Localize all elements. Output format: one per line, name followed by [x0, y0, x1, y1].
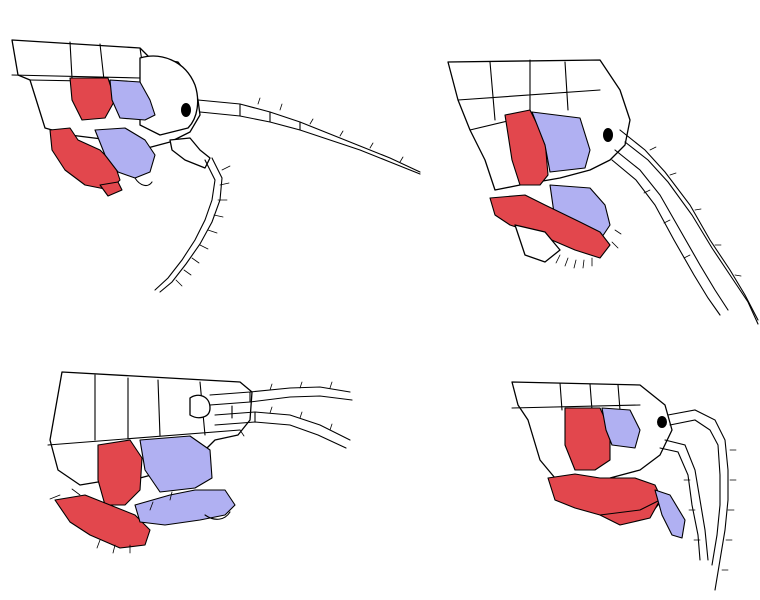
blue-dactyl: [134, 177, 153, 187]
blue-coxal-plate: [139, 435, 213, 493]
segment-lines: [511, 382, 641, 411]
blue-gnathopod: [94, 127, 156, 179]
setae: [49, 488, 173, 554]
antenna-upper-edge: [669, 419, 721, 566]
red-coxal-plate: [564, 407, 611, 471]
blue-coxal-plate: [601, 407, 641, 449]
red-gnathopod: [54, 494, 151, 549]
red-coxal-plate: [504, 109, 549, 186]
antenna-setae: [643, 146, 742, 277]
antenna-upper-joints: [239, 103, 301, 131]
specimen-top-right: [447, 59, 759, 325]
specimen-bottom-right: [511, 381, 737, 591]
red-dactyl: [99, 181, 123, 197]
head-lobe: [189, 394, 211, 419]
antenna-upper-edge: [624, 141, 759, 325]
red-coxal-plate: [69, 77, 116, 121]
blue-gnathopod: [134, 489, 236, 526]
antenna-lower: [664, 439, 709, 561]
antenna-setae: [683, 449, 737, 571]
antenna-lower: [614, 149, 729, 311]
antenna-upper: [619, 129, 759, 321]
antenna-setae: [239, 381, 333, 437]
antenna-lower-edge: [611, 159, 721, 316]
eye: [603, 128, 613, 142]
setae: [555, 229, 622, 269]
segment-lines: [47, 374, 241, 446]
red-coxal-plate: [97, 439, 143, 506]
antenna-upper: [197, 99, 421, 173]
specimen-bottom-left: [47, 371, 353, 554]
antenna-joints: [231, 391, 256, 423]
antenna-upper-lower-edge: [199, 111, 421, 175]
antenna-base: [169, 137, 211, 169]
specimen-top-left: [11, 39, 421, 293]
eye: [181, 103, 191, 117]
antenna-upper: [209, 386, 351, 396]
antenna-upper-edge: [209, 395, 353, 406]
antenna-lower-edge: [159, 157, 223, 293]
head: [139, 55, 199, 136]
segment-lines: [457, 59, 601, 131]
red-gnathopod: [49, 127, 121, 191]
antenna-lower-edge: [659, 447, 701, 561]
antenna-lower: [154, 159, 216, 291]
antenna-lower-edge: [214, 421, 347, 449]
eye: [657, 416, 667, 428]
blue-coxal-plate: [109, 79, 156, 121]
setae: [175, 97, 404, 287]
red-dactyl: [599, 499, 661, 526]
coxa-white: [514, 224, 561, 263]
blue-gnathopod: [654, 489, 686, 539]
red-gnathopod: [489, 194, 611, 259]
blue-dactyl: [204, 511, 231, 520]
antenna-upper: [667, 409, 729, 591]
blue-coxal-plate: [531, 111, 591, 173]
